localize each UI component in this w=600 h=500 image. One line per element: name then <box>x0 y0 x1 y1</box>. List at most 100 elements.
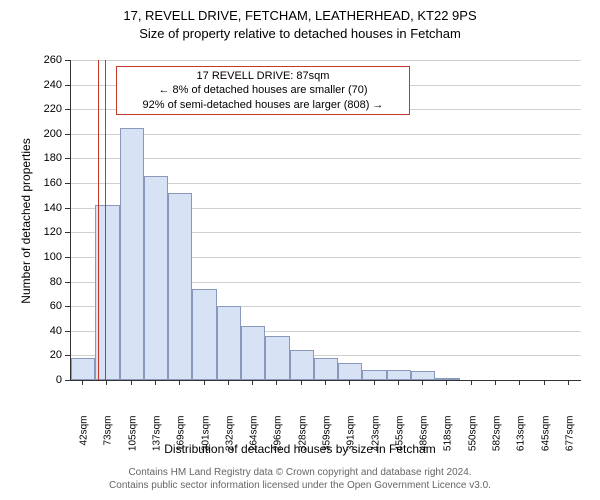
x-tick-label: 201sqm <box>200 416 211 466</box>
y-tick <box>65 60 70 61</box>
x-tick-label: 359sqm <box>322 416 333 466</box>
bar <box>71 358 95 380</box>
x-tick <box>495 380 496 385</box>
chart-title: 17, REVELL DRIVE, FETCHAM, LEATHERHEAD, … <box>0 8 600 23</box>
x-tick-label: 677sqm <box>564 416 575 466</box>
bar <box>435 378 459 380</box>
x-tick-label: 486sqm <box>419 416 430 466</box>
y-tick-label: 20 <box>36 349 62 361</box>
y-tick-label: 240 <box>36 79 62 91</box>
x-tick <box>179 380 180 385</box>
x-tick <box>276 380 277 385</box>
x-tick <box>252 380 253 385</box>
bar <box>290 350 314 380</box>
y-tick-label: 140 <box>36 202 62 214</box>
x-tick <box>519 380 520 385</box>
y-tick <box>65 208 70 209</box>
info-line-2: ← 8% of detached houses are smaller (70) <box>123 83 403 97</box>
y-tick <box>65 109 70 110</box>
x-tick-label: 518sqm <box>443 416 454 466</box>
x-tick-label: 264sqm <box>249 416 260 466</box>
y-tick-label: 0 <box>36 374 62 386</box>
x-tick <box>325 380 326 385</box>
info-line-1: 17 REVELL DRIVE: 87sqm <box>123 69 403 83</box>
y-tick-label: 80 <box>36 276 62 288</box>
y-tick-label: 60 <box>36 300 62 312</box>
bar <box>411 371 435 380</box>
bar <box>314 358 338 380</box>
y-tick <box>65 331 70 332</box>
gridline <box>71 134 581 135</box>
y-tick-label: 220 <box>36 103 62 115</box>
marker-line <box>105 60 106 380</box>
x-tick <box>544 380 545 385</box>
y-tick <box>65 380 70 381</box>
y-tick-label: 120 <box>36 226 62 238</box>
y-axis-label: Number of detached properties <box>19 131 33 311</box>
x-tick <box>106 380 107 385</box>
y-tick <box>65 85 70 86</box>
y-tick <box>65 183 70 184</box>
x-tick <box>131 380 132 385</box>
x-tick <box>568 380 569 385</box>
y-tick-label: 180 <box>36 152 62 164</box>
bar <box>362 370 386 380</box>
x-tick-label: 296sqm <box>273 416 284 466</box>
y-tick <box>65 282 70 283</box>
x-tick-label: 582sqm <box>492 416 503 466</box>
x-tick <box>228 380 229 385</box>
bar <box>120 128 144 380</box>
x-tick <box>349 380 350 385</box>
x-tick <box>422 380 423 385</box>
bar <box>217 306 241 380</box>
x-tick-label: 137sqm <box>152 416 163 466</box>
x-tick <box>301 380 302 385</box>
gridline <box>71 158 581 159</box>
bar <box>241 326 265 380</box>
bar <box>95 205 119 380</box>
x-tick-label: 613sqm <box>516 416 527 466</box>
chart-subtitle: Size of property relative to detached ho… <box>0 26 600 41</box>
x-tick-label: 550sqm <box>467 416 478 466</box>
footer-line-1: Contains HM Land Registry data © Crown c… <box>0 466 600 479</box>
y-tick <box>65 158 70 159</box>
y-tick <box>65 355 70 356</box>
gridline <box>71 60 581 61</box>
x-tick <box>82 380 83 385</box>
footer-line-2: Contains public sector information licen… <box>0 479 600 492</box>
bar <box>338 363 362 380</box>
y-tick-label: 40 <box>36 325 62 337</box>
x-tick-label: 42sqm <box>79 416 90 466</box>
y-tick <box>65 306 70 307</box>
x-tick-label: 105sqm <box>127 416 138 466</box>
y-tick-label: 160 <box>36 177 62 189</box>
x-tick <box>374 380 375 385</box>
bar <box>192 289 216 380</box>
y-tick <box>65 232 70 233</box>
x-tick-label: 169sqm <box>176 416 187 466</box>
info-box: 17 REVELL DRIVE: 87sqm ← 8% of detached … <box>116 66 410 115</box>
info-line-3: 92% of semi-detached houses are larger (… <box>123 98 403 112</box>
x-tick <box>398 380 399 385</box>
x-tick <box>204 380 205 385</box>
x-tick-label: 73sqm <box>103 416 114 466</box>
chart-container: 17, REVELL DRIVE, FETCHAM, LEATHERHEAD, … <box>0 0 600 500</box>
x-tick-label: 423sqm <box>370 416 381 466</box>
x-tick-label: 232sqm <box>224 416 235 466</box>
bar <box>265 336 289 380</box>
x-tick-label: 328sqm <box>297 416 308 466</box>
y-tick-label: 100 <box>36 251 62 263</box>
x-tick-label: 645sqm <box>540 416 551 466</box>
x-tick <box>446 380 447 385</box>
y-tick <box>65 134 70 135</box>
bar <box>144 176 168 380</box>
marker-line <box>98 60 99 380</box>
x-tick <box>155 380 156 385</box>
y-tick-label: 200 <box>36 128 62 140</box>
y-tick <box>65 257 70 258</box>
x-tick-label: 455sqm <box>394 416 405 466</box>
x-tick-label: 391sqm <box>346 416 357 466</box>
y-tick-label: 260 <box>36 54 62 66</box>
bar <box>168 193 192 380</box>
x-tick <box>471 380 472 385</box>
